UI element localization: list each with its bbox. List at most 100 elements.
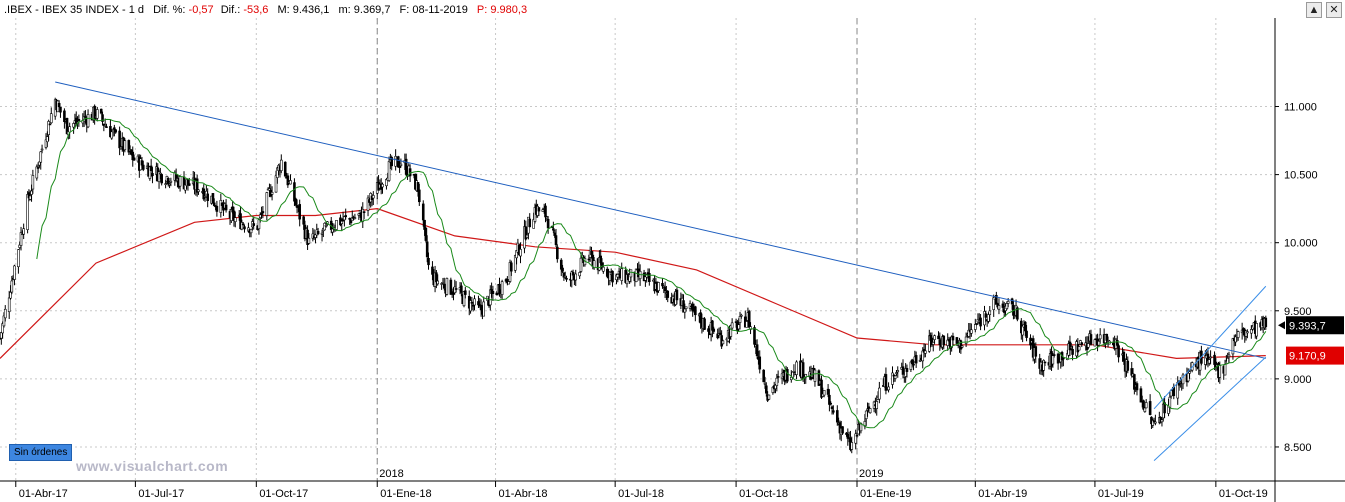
candle-body xyxy=(933,335,936,340)
candle-body xyxy=(1207,359,1211,364)
candle-body xyxy=(730,322,734,329)
scroll-up-button[interactable]: ▲ xyxy=(1306,2,1322,18)
trendline-layer[interactable] xyxy=(55,81,1267,461)
candle-body xyxy=(166,177,170,185)
candle-body xyxy=(975,323,978,325)
candle-body xyxy=(895,372,898,374)
candle-body xyxy=(1264,317,1268,328)
candle-body xyxy=(168,183,171,186)
candle-body xyxy=(1080,342,1084,345)
candle-body xyxy=(559,259,563,270)
candlestick-layer xyxy=(0,97,1268,454)
candle-body xyxy=(462,291,466,307)
candle-body xyxy=(1226,358,1229,364)
orders-badge[interactable]: Sin órdenes xyxy=(9,444,73,461)
candle-body xyxy=(219,200,223,213)
candle-body xyxy=(28,195,32,200)
candle-body xyxy=(578,272,581,277)
candle-body xyxy=(1144,402,1148,409)
candle-body xyxy=(440,283,443,285)
candle-body xyxy=(830,406,834,409)
candle-body xyxy=(1052,354,1056,356)
candle-body xyxy=(995,295,998,305)
channel-line xyxy=(1153,285,1267,410)
candle-body xyxy=(159,172,162,175)
candle-body xyxy=(767,394,771,400)
close-button[interactable]: ✕ xyxy=(1326,2,1342,18)
candle-body xyxy=(424,227,428,241)
candle-body xyxy=(745,321,748,328)
candle-body xyxy=(703,318,706,330)
candle-body xyxy=(721,340,725,345)
downtrend-line xyxy=(55,81,1266,359)
candle-body xyxy=(1188,371,1191,374)
candle-body xyxy=(1154,421,1157,424)
candle-body xyxy=(195,178,199,193)
candle-body xyxy=(215,205,219,212)
candle-body xyxy=(293,182,296,202)
candle-body xyxy=(132,157,136,161)
candle-body xyxy=(140,160,144,166)
candle-body xyxy=(101,114,104,122)
candle-body xyxy=(891,372,894,385)
candle-body xyxy=(473,298,476,306)
candle-body xyxy=(63,110,66,122)
candle-body xyxy=(510,262,513,272)
symbol-label: .IBEX - IBEX 35 INDEX - 1 d Dif. %: -0,5… xyxy=(4,4,527,16)
candle-body xyxy=(587,258,591,261)
candle-body xyxy=(1143,407,1147,412)
plot-area xyxy=(0,18,1275,481)
candle-body xyxy=(850,442,854,450)
candle-body xyxy=(471,304,475,307)
candle-body xyxy=(36,167,40,169)
candle-body xyxy=(323,222,326,231)
candle-body xyxy=(86,114,90,128)
candle-body xyxy=(57,102,61,108)
candle-body xyxy=(149,165,153,171)
candle-body xyxy=(997,305,1001,310)
candle-body xyxy=(178,176,182,187)
candle-body xyxy=(164,183,167,185)
candle-body xyxy=(335,220,338,230)
candle-body xyxy=(506,279,509,283)
year-label: 2018 xyxy=(379,468,403,480)
candle-body xyxy=(884,374,888,391)
candle-body xyxy=(498,283,501,294)
x-tick-label: 01-Oct-19 xyxy=(1219,488,1268,500)
candle-body xyxy=(1250,329,1253,334)
candle-body xyxy=(663,286,667,292)
candle-body xyxy=(17,249,20,268)
candle-body xyxy=(1,323,4,334)
candle-body xyxy=(634,268,638,282)
candle-body xyxy=(307,237,311,244)
candle-body xyxy=(398,165,401,169)
candle-body xyxy=(151,173,154,177)
last-price-tag: 9.393,7 xyxy=(1289,320,1326,332)
candle-body xyxy=(942,335,946,346)
candle-body xyxy=(0,332,3,339)
candle-body xyxy=(72,123,75,128)
candle-body xyxy=(320,232,324,235)
candle-body xyxy=(1142,400,1145,410)
candle-body xyxy=(423,219,426,230)
candle-body xyxy=(286,175,290,186)
candle-body xyxy=(258,214,262,218)
candle-body xyxy=(1016,307,1019,320)
candle-body xyxy=(694,306,697,316)
candle-body xyxy=(68,126,71,133)
candle-body xyxy=(48,123,52,126)
candle-body xyxy=(1005,303,1009,309)
candle-body xyxy=(343,216,346,221)
candle-body xyxy=(249,228,253,234)
candle-body xyxy=(887,386,890,391)
candle-body xyxy=(988,310,992,315)
candle-body xyxy=(561,267,564,272)
candle-body xyxy=(515,250,518,259)
candle-body xyxy=(987,314,990,322)
candle-body xyxy=(381,183,384,188)
candle-body xyxy=(230,209,233,221)
candle-body xyxy=(1087,343,1090,348)
candle-body xyxy=(553,232,556,236)
candle-body xyxy=(1051,355,1055,365)
